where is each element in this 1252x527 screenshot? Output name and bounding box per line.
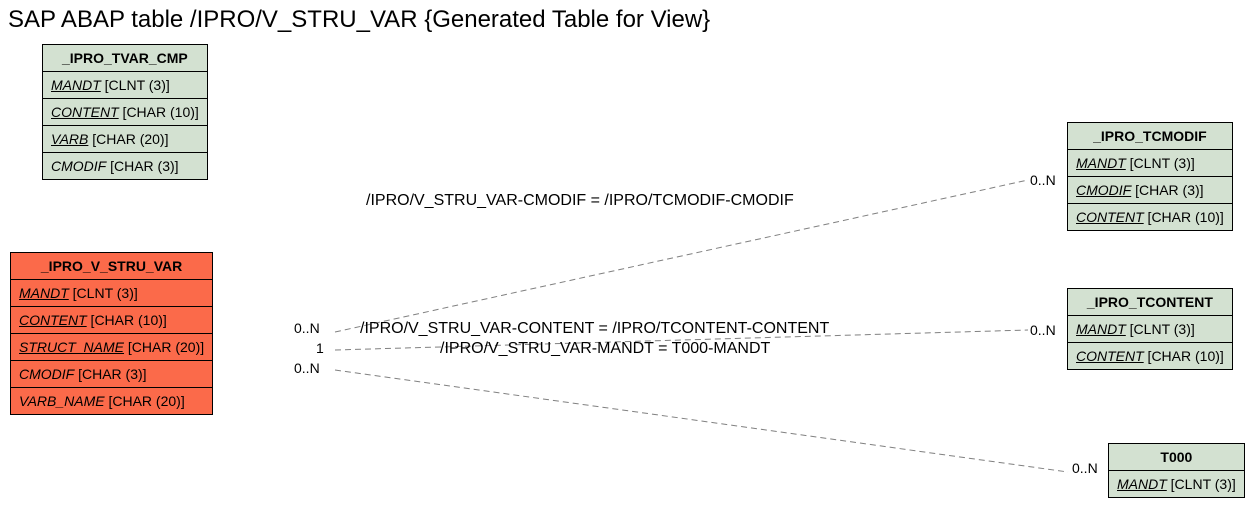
cardinality-label: 0..N xyxy=(1072,460,1098,476)
entity-header: _IPRO_V_STRU_VAR xyxy=(11,253,212,280)
entity-row: CONTENT [CHAR (10)] xyxy=(1068,343,1232,369)
entity-tcmodif: _IPRO_TCMODIF MANDT [CLNT (3)] CMODIF [C… xyxy=(1067,122,1233,231)
entity-row: MANDT [CLNT (3)] xyxy=(11,280,212,307)
entity-row: VARB [CHAR (20)] xyxy=(43,126,207,153)
relation-label: /IPRO/V_STRU_VAR-CMODIF = /IPRO/TCMODIF-… xyxy=(366,192,794,210)
entity-tvar-cmp: _IPRO_TVAR_CMP MANDT [CLNT (3)] CONTENT … xyxy=(42,44,208,180)
entity-row: VARB_NAME [CHAR (20)] xyxy=(11,388,212,414)
cardinality-label: 1 xyxy=(316,340,324,356)
cardinality-label: 0..N xyxy=(294,360,320,376)
entity-v-stru-var: _IPRO_V_STRU_VAR MANDT [CLNT (3)] CONTEN… xyxy=(10,252,213,415)
cardinality-label: 0..N xyxy=(294,320,320,336)
cardinality-label: 0..N xyxy=(1030,172,1056,188)
entity-row: CONTENT [CHAR (10)] xyxy=(1068,204,1232,230)
relation-label: /IPRO/V_STRU_VAR-CONTENT = /IPRO/TCONTEN… xyxy=(360,320,829,338)
entity-row: CONTENT [CHAR (10)] xyxy=(11,307,212,334)
relation-label: /IPRO/V_STRU_VAR-MANDT = T000-MANDT xyxy=(440,340,770,358)
entity-header: T000 xyxy=(1109,444,1244,471)
entity-row: MANDT [CLNT (3)] xyxy=(1068,150,1232,177)
entity-header: _IPRO_TVAR_CMP xyxy=(43,45,207,72)
entity-row: STRUCT_NAME [CHAR (20)] xyxy=(11,334,212,361)
cardinality-label: 0..N xyxy=(1030,322,1056,338)
entity-tcontent: _IPRO_TCONTENT MANDT [CLNT (3)] CONTENT … xyxy=(1067,288,1233,370)
entity-row: CMODIF [CHAR (3)] xyxy=(11,361,212,388)
page-title: SAP ABAP table /IPRO/V_STRU_VAR {Generat… xyxy=(8,6,710,34)
entity-header: _IPRO_TCONTENT xyxy=(1068,289,1232,316)
entity-row: MANDT [CLNT (3)] xyxy=(43,72,207,99)
entity-row: MANDT [CLNT (3)] xyxy=(1068,316,1232,343)
entity-header: _IPRO_TCMODIF xyxy=(1068,123,1232,150)
entity-row: CMODIF [CHAR (3)] xyxy=(43,153,207,179)
entity-t000: T000 MANDT [CLNT (3)] xyxy=(1108,443,1245,498)
entity-row: CONTENT [CHAR (10)] xyxy=(43,99,207,126)
entity-row: MANDT [CLNT (3)] xyxy=(1109,471,1244,497)
entity-row: CMODIF [CHAR (3)] xyxy=(1068,177,1232,204)
